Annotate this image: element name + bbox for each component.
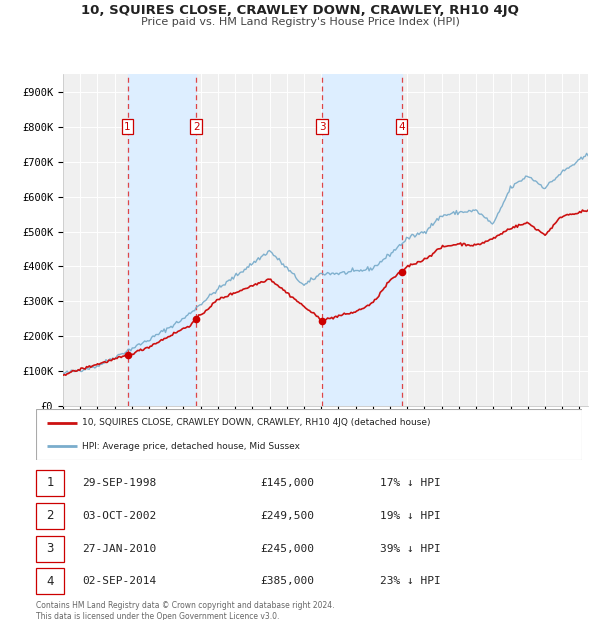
Text: Contains HM Land Registry data © Crown copyright and database right 2024.
This d: Contains HM Land Registry data © Crown c… [36, 601, 335, 620]
Text: 3: 3 [47, 542, 54, 556]
Text: £385,000: £385,000 [260, 577, 314, 587]
Text: 10, SQUIRES CLOSE, CRAWLEY DOWN, CRAWLEY, RH10 4JQ (detached house): 10, SQUIRES CLOSE, CRAWLEY DOWN, CRAWLEY… [82, 418, 431, 427]
Text: 1: 1 [46, 477, 54, 490]
Bar [36, 470, 64, 496]
Text: 3: 3 [319, 122, 326, 132]
Text: 29-SEP-1998: 29-SEP-1998 [82, 478, 157, 488]
Text: £145,000: £145,000 [260, 478, 314, 488]
Text: Price paid vs. HM Land Registry's House Price Index (HPI): Price paid vs. HM Land Registry's House … [140, 17, 460, 27]
Bar [322, 74, 401, 406]
Bar [36, 503, 64, 529]
Text: £245,000: £245,000 [260, 544, 314, 554]
Text: 17% ↓ HPI: 17% ↓ HPI [380, 478, 441, 488]
Text: 1: 1 [124, 122, 131, 132]
Bar [128, 74, 196, 406]
Bar [36, 569, 64, 595]
Text: 27-JAN-2010: 27-JAN-2010 [82, 544, 157, 554]
Text: 02-SEP-2014: 02-SEP-2014 [82, 577, 157, 587]
Text: £249,500: £249,500 [260, 511, 314, 521]
Text: 10, SQUIRES CLOSE, CRAWLEY DOWN, CRAWLEY, RH10 4JQ: 10, SQUIRES CLOSE, CRAWLEY DOWN, CRAWLEY… [81, 4, 519, 17]
Text: 39% ↓ HPI: 39% ↓ HPI [380, 544, 441, 554]
Text: 19% ↓ HPI: 19% ↓ HPI [380, 511, 441, 521]
Bar [36, 536, 64, 562]
Text: 4: 4 [46, 575, 54, 588]
Text: HPI: Average price, detached house, Mid Sussex: HPI: Average price, detached house, Mid … [82, 442, 301, 451]
Text: 2: 2 [46, 510, 54, 523]
Text: 2: 2 [193, 122, 200, 132]
Text: 4: 4 [398, 122, 405, 132]
Text: 03-OCT-2002: 03-OCT-2002 [82, 511, 157, 521]
Text: 23% ↓ HPI: 23% ↓ HPI [380, 577, 441, 587]
